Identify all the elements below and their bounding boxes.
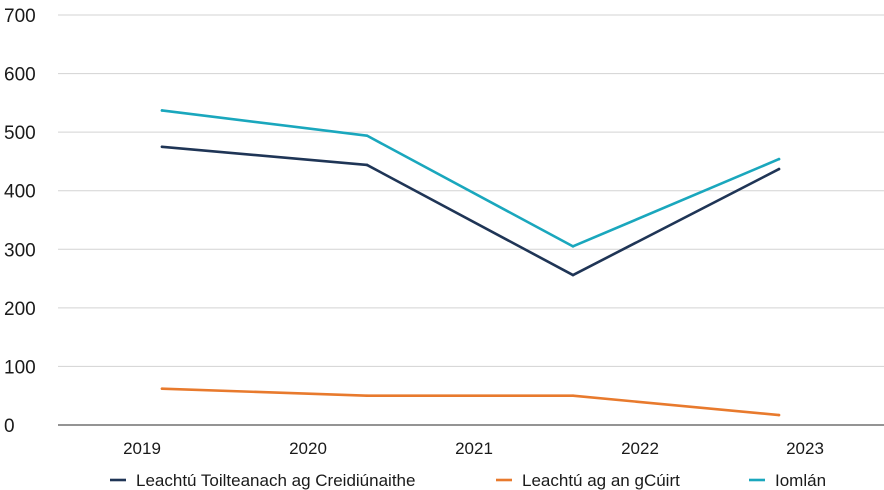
data-point (365, 134, 369, 137)
y-tick-label: 600 (4, 65, 36, 86)
x-tick-label: 2019 (123, 439, 161, 458)
x-tick-label: 2020 (289, 439, 327, 458)
data-point (777, 413, 781, 417)
series-2 (160, 387, 781, 417)
legend-item: Leachtú Toilteanach ag Creidiúnaithe (110, 471, 415, 490)
legend-label: Leachtú Toilteanach ag Creidiúnaithe (136, 471, 415, 490)
legend-label: Iomlán (775, 471, 826, 490)
series-line (160, 387, 781, 417)
x-tick-label: 2022 (621, 439, 659, 458)
data-point (160, 387, 164, 390)
data-point (160, 145, 164, 149)
series-line (160, 109, 781, 248)
data-point (365, 163, 369, 167)
y-tick-label: 0 (4, 416, 15, 437)
data-point (777, 167, 781, 171)
data-point (365, 394, 369, 398)
legend-label: Leachtú ag an gCúirt (522, 471, 680, 490)
y-tick-label: 500 (4, 123, 36, 144)
y-tick-label: 200 (4, 299, 36, 320)
y-tick-label: 700 (4, 6, 36, 27)
series-1 (160, 145, 781, 277)
data-point (571, 245, 575, 248)
x-axis-tick-labels: 2019 2020 2021 2022 2023 (123, 439, 824, 458)
data-point (571, 273, 575, 277)
legend-item: Iomlán (749, 471, 826, 490)
series-lines (160, 109, 781, 417)
y-tick-label: 100 (4, 357, 36, 378)
series-3 (160, 109, 781, 248)
series-line (160, 145, 781, 277)
gridlines (58, 14, 884, 367)
y-axis-tick-labels: 0 100 200 300 400 500 600 700 (4, 6, 36, 437)
x-tick-label: 2023 (786, 439, 824, 458)
x-tick-label: 2021 (455, 439, 493, 458)
legend: Leachtú Toilteanach ag Creidiúnaithe Leac… (110, 471, 826, 490)
data-point (160, 109, 164, 112)
y-tick-label: 300 (4, 240, 36, 261)
y-tick-label: 400 (4, 182, 36, 203)
legend-item: Leachtú ag an gCúirt (496, 471, 680, 490)
data-point (571, 394, 575, 398)
data-point (777, 157, 781, 161)
